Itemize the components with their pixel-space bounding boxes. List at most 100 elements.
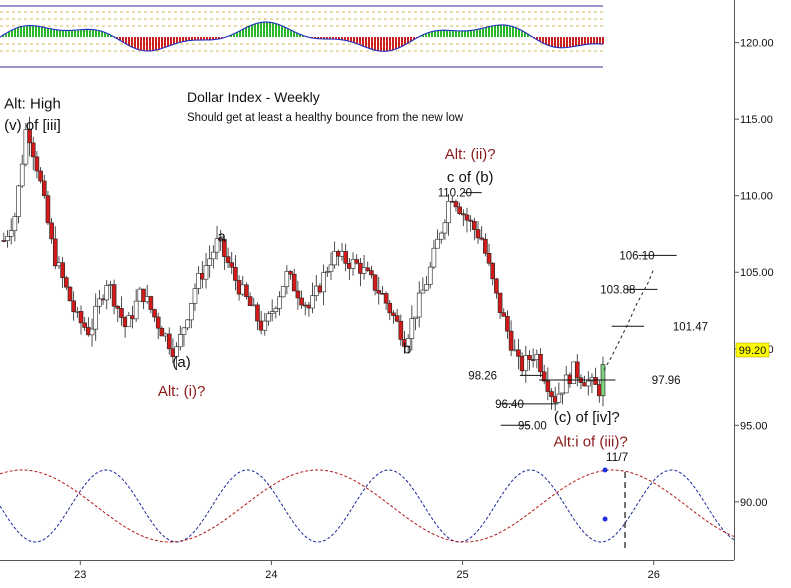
candle (494, 277, 499, 299)
candle (490, 261, 496, 286)
wave-label-c-of-iv: (c) of [iv]? (554, 409, 620, 426)
candle (538, 348, 543, 378)
candle (299, 290, 304, 309)
candle (549, 388, 554, 410)
candle (457, 202, 462, 216)
candle (387, 299, 393, 321)
candle (273, 306, 279, 319)
candle (424, 275, 429, 291)
candle (523, 345, 529, 383)
candle (530, 348, 536, 368)
candle (446, 193, 451, 236)
chart-title: Dollar Index - Weekly (187, 89, 320, 105)
candle (280, 286, 286, 298)
candle (196, 266, 201, 295)
cycle-peak-dot (602, 467, 608, 473)
x-tick-label: 26 (648, 569, 660, 581)
candle (89, 318, 95, 347)
candle (60, 257, 65, 289)
y-tick-label: 115.00 (740, 114, 773, 126)
candle (383, 291, 389, 310)
wave-label-alt-i: Alt: (i)? (158, 383, 206, 400)
oscillator-line (0, 21, 604, 52)
candle (438, 231, 444, 244)
candle (141, 288, 146, 310)
candle (181, 326, 187, 347)
candle (207, 245, 212, 278)
long-cycle-line (0, 469, 735, 543)
candle (222, 238, 227, 271)
candle (497, 292, 503, 319)
candle (541, 364, 547, 385)
candle (328, 252, 334, 281)
candle (284, 265, 290, 295)
x-tick-label: 25 (456, 569, 468, 581)
candle (52, 226, 58, 270)
candle (453, 199, 459, 212)
candle (177, 325, 183, 351)
candle (479, 225, 484, 241)
candle (233, 255, 238, 291)
candle (475, 221, 481, 244)
candle (41, 174, 47, 199)
candle (325, 266, 330, 277)
x-tick-label: 23 (74, 569, 86, 581)
candle (516, 338, 521, 370)
candle (225, 247, 231, 269)
candle (262, 312, 268, 336)
y-tick-label: 105.00 (740, 267, 774, 279)
candle (486, 243, 492, 267)
cycle-panel: 11/7 (0, 450, 735, 550)
candle (38, 167, 43, 184)
level-106-10-label: 106.10 (619, 250, 654, 262)
candle (416, 281, 422, 328)
wave-label-alt-i-of-iii: Alt:i of (iii)? (554, 434, 628, 451)
candle (394, 308, 400, 323)
candle (350, 252, 356, 276)
candle (152, 308, 157, 322)
candle (203, 252, 209, 289)
candle (159, 325, 165, 337)
candle (501, 308, 507, 317)
candle (332, 241, 337, 269)
candle (365, 261, 371, 272)
candle (472, 217, 477, 241)
candle (218, 229, 223, 251)
candle (255, 302, 260, 331)
candle (188, 303, 194, 329)
candle (505, 310, 510, 339)
short-cycle-line (0, 469, 735, 543)
candle (483, 233, 488, 257)
candle (442, 219, 448, 240)
wave-label-a: a (218, 229, 227, 246)
candlestick-series (1, 116, 606, 412)
candle (464, 207, 470, 233)
candle (291, 268, 297, 292)
candle (545, 367, 551, 401)
candle (585, 371, 591, 396)
wave-label-b: b (403, 340, 411, 357)
candle (468, 215, 473, 232)
last-price-badge: 99.20 (735, 342, 770, 358)
candle (30, 136, 36, 171)
candle (16, 184, 21, 224)
candle (269, 299, 275, 322)
candle (185, 318, 190, 331)
candle (247, 292, 253, 306)
candle (321, 264, 326, 306)
wave-label-alt-high: Alt: High (4, 95, 61, 112)
level-96-40-label: 96.40 (495, 399, 524, 411)
candle (508, 320, 514, 357)
level-98-26-label: 98.26 (468, 370, 497, 382)
candle (5, 230, 10, 248)
candle (405, 334, 411, 353)
candle (82, 316, 87, 332)
candle (420, 277, 426, 294)
candle (211, 245, 216, 269)
wave-label-alt-ii: Alt: (ii)? (445, 146, 496, 163)
candle (78, 305, 84, 335)
level-97-96-label: 97.96 (652, 375, 681, 387)
candle (556, 382, 562, 404)
wave-label-v-of-iii: (v) of [iii] (4, 117, 61, 134)
candle (23, 122, 29, 167)
